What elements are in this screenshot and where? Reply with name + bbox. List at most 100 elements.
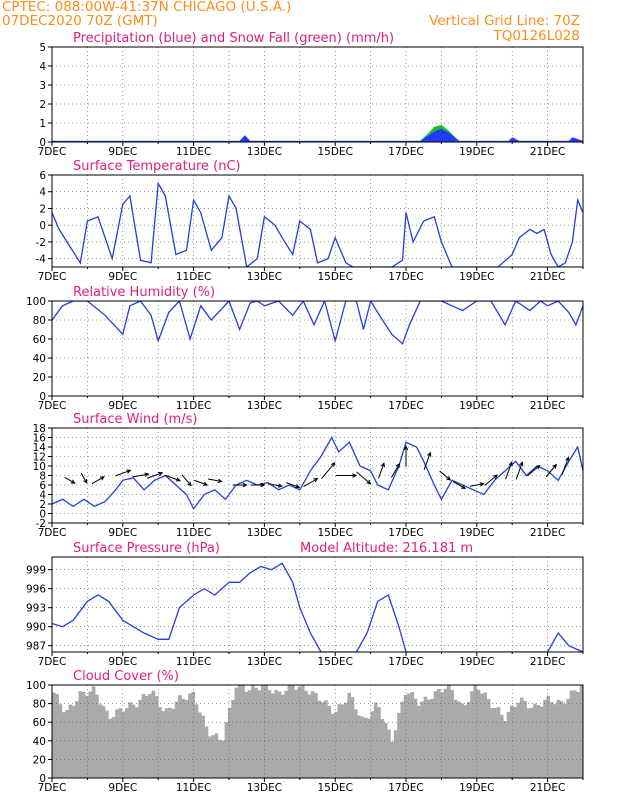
cloud-bar — [158, 707, 162, 778]
cloud-bar — [178, 695, 182, 778]
y-tick-label: 5 — [39, 42, 46, 54]
cloud-bar — [463, 705, 468, 778]
cloud-bar — [267, 690, 272, 778]
x-tick-label: 7DEC — [38, 527, 67, 539]
data-layer — [52, 436, 583, 511]
wind-arrow — [181, 474, 192, 486]
grid — [52, 428, 583, 523]
y-tick-label: 0 — [39, 773, 46, 785]
panel-frame — [51, 556, 584, 653]
cloud-bar — [556, 699, 561, 778]
x-tick-label: 11DEC — [176, 656, 211, 668]
wind-arrow-head — [217, 478, 223, 484]
data-layer — [52, 562, 583, 652]
grid — [52, 557, 583, 652]
cloud-bar — [171, 708, 176, 778]
cloud-bar — [516, 702, 521, 778]
cloud-bar — [330, 713, 335, 778]
cloud-bar — [214, 733, 219, 778]
x-tick-label: 15DEC — [317, 400, 352, 412]
cloud-bar — [101, 706, 106, 778]
cloud-bar — [536, 705, 541, 778]
y-tick-label: 999 — [26, 565, 46, 577]
x-tick-label: 19DEC — [459, 656, 494, 668]
cloud-bar — [284, 690, 288, 778]
x-tick-label: 17DEC — [388, 782, 423, 794]
cloud-bar — [493, 708, 497, 778]
wind-arrow-head — [203, 481, 209, 486]
cloud-bar — [503, 721, 507, 778]
cloud-bar — [184, 700, 189, 778]
cloud-bar — [227, 707, 232, 778]
header-location: CPTEC: 088:00W-41:37N CHICAGO (U.S.A.) — [2, 0, 292, 15]
wind-arrow — [132, 473, 149, 478]
cloud-bar — [271, 693, 275, 778]
wind-arrow — [545, 464, 557, 478]
cloud-bar — [334, 712, 338, 778]
cloud-bar — [224, 722, 229, 778]
panel-temp: Surface Temperature (nC) -4 -2 0 2 4 6 7DEC 9DEC… — [36, 159, 584, 283]
panel-title: Surface Temperature (nC) — [73, 159, 241, 174]
panel-title: Precipitation (blue) and Snow Fall (gree… — [73, 31, 394, 46]
cloud-bar — [291, 685, 295, 778]
rh-line — [52, 301, 583, 345]
grid — [52, 685, 583, 778]
wind-arrow-head — [352, 473, 358, 478]
x-tick-label: 15DEC — [317, 271, 352, 283]
cloud-bar — [118, 708, 122, 778]
data-layer — [52, 124, 583, 142]
y-tick-label: 80 — [33, 699, 46, 711]
wind-arrow-head — [99, 476, 105, 481]
wind-line — [52, 436, 583, 511]
cloud-bar — [144, 695, 149, 778]
x-tick-label: 17DEC — [388, 146, 423, 158]
cloud-bar — [281, 694, 285, 778]
x-tick-label: 9DEC — [108, 527, 137, 539]
cloud-bar — [115, 709, 119, 778]
cloud-bar — [85, 695, 89, 778]
x-tick-label: 15DEC — [317, 146, 352, 158]
cloud-bar — [91, 686, 96, 778]
wind-arrow — [356, 471, 371, 485]
x-tick-label: 11DEC — [176, 782, 211, 794]
cloud-bar — [337, 704, 341, 778]
panel-rh: Relative Humidity (%) 0 20 40 60 80 100 7DEC 9DE… — [26, 285, 584, 412]
cloud-bar — [483, 692, 487, 778]
cloud-bar — [486, 699, 491, 778]
cloud-bar — [533, 703, 537, 778]
wind-arrow-head — [175, 477, 181, 482]
wind-arrow — [423, 452, 431, 470]
panel-title: Surface Wind (m/s) — [73, 412, 197, 427]
y-tick-label: 1 — [39, 118, 46, 130]
panel-pres: Surface Pressure (hPa) Model Altitude: 21… — [26, 541, 584, 668]
cloud-bar — [569, 690, 574, 778]
cloud-bar — [553, 704, 557, 778]
x-tick-label: 21DEC — [530, 146, 565, 158]
cloud-bar — [443, 688, 448, 778]
cloud-bar — [380, 719, 385, 778]
cloud-bar — [566, 698, 570, 778]
cloud-bar — [78, 691, 83, 778]
wind-arrow-head — [519, 461, 524, 467]
cloud-bar — [251, 685, 255, 778]
y-tick-label: 0 — [39, 137, 46, 149]
wind-arrow — [64, 476, 75, 484]
panel-precip: Precipitation (blue) and Snow Fall (gree… — [38, 31, 584, 158]
panel-frame — [51, 427, 584, 524]
cloud-bar — [181, 698, 185, 778]
cloud-bar — [304, 690, 308, 778]
cloud-bar — [98, 704, 103, 778]
x-tick-label: 7DEC — [38, 656, 67, 668]
cloud-bar — [354, 709, 358, 778]
wind-arrow-head — [461, 484, 467, 490]
cloud-bar — [446, 685, 451, 778]
x-tick-label: 11DEC — [176, 527, 211, 539]
wind-arrow — [207, 478, 222, 482]
cloud-bar — [417, 705, 421, 778]
cloud-bar — [221, 740, 225, 778]
data-layer — [52, 301, 583, 345]
panel-frame — [51, 46, 584, 143]
y-tick-label: 60 — [33, 334, 46, 346]
cloud-bar — [473, 685, 478, 778]
